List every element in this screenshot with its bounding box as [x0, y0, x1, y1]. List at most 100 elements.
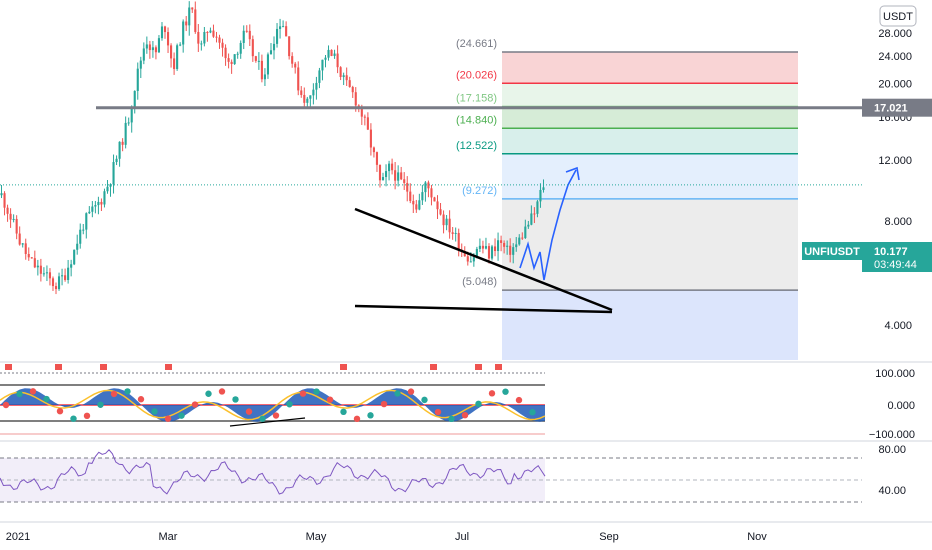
oscillator-pane[interactable]	[0, 364, 546, 435]
candle-body	[269, 50, 273, 55]
candle-body	[215, 36, 218, 38]
candle-body	[475, 248, 478, 258]
osc-signal-dot	[407, 388, 415, 395]
rsi-band	[0, 458, 545, 502]
time-axis-label: May	[306, 531, 327, 543]
candle-body	[6, 207, 9, 214]
candle-body	[197, 31, 200, 44]
candle-body	[463, 251, 466, 257]
candle-body	[254, 56, 257, 61]
candle-body	[163, 26, 167, 33]
candle-body	[521, 237, 524, 239]
osc-signal-dot	[178, 412, 185, 419]
candle-body	[109, 184, 112, 187]
candle-body	[512, 247, 515, 255]
candle-body	[48, 272, 52, 279]
candle-body	[533, 213, 536, 215]
upper-trendline[interactable]	[354, 207, 613, 312]
currency-badge[interactable]	[879, 5, 917, 27]
candle-body	[263, 74, 266, 80]
candle-body	[285, 26, 288, 37]
candle-body	[421, 192, 424, 201]
candle-body	[42, 273, 45, 275]
osc-signal-dot	[475, 400, 482, 408]
osc-signal-dot	[488, 390, 496, 397]
candle-body	[118, 141, 121, 159]
candle-body	[266, 54, 270, 75]
price-axis[interactable]: 4.0008.00012.00016.00020.00024.00028.000…	[869, 28, 915, 497]
fibonacci-level-label: (14.840)	[456, 114, 497, 126]
osc-signal-dot	[137, 396, 145, 403]
candle-body	[272, 43, 276, 51]
candle-body	[182, 21, 185, 45]
time-axis[interactable]: 2021 Mar May Jul Sep Nov	[6, 531, 768, 543]
candle-body	[500, 240, 503, 243]
candle-body	[166, 32, 170, 46]
lower-trendline[interactable]	[354, 304, 613, 314]
candle-body	[469, 261, 472, 263]
candle-body	[478, 245, 481, 249]
symbol-label: UNFIUSDT	[804, 246, 860, 258]
candlestick-series	[0, 1, 545, 295]
osc-signal-dot	[461, 411, 469, 419]
candle-body	[82, 229, 85, 231]
candle-body	[61, 275, 64, 277]
fibonacci-extension-zone	[502, 290, 798, 360]
candle-body	[203, 32, 206, 44]
candle-body	[79, 229, 82, 244]
candle-body	[236, 53, 239, 55]
candle-body	[518, 237, 521, 245]
candle-body	[490, 246, 494, 259]
candle-body	[209, 30, 212, 33]
time-axis-label: Sep	[599, 531, 619, 543]
fibonacci-zone	[502, 106, 798, 129]
projection-path[interactable]	[519, 169, 577, 281]
osc-tick-label: 100.000	[875, 368, 915, 380]
candle-body	[136, 68, 139, 91]
candle-body	[160, 26, 164, 39]
candle-body	[433, 197, 436, 202]
candle-body	[351, 87, 354, 93]
candle-body	[503, 242, 506, 247]
candle-body	[88, 211, 91, 214]
candle-body	[484, 246, 488, 249]
level-price-tag	[862, 98, 932, 117]
candle-body	[375, 152, 379, 165]
candle-body	[539, 189, 542, 202]
candle-body	[173, 58, 176, 69]
candle-body	[157, 38, 161, 53]
fibonacci-labels: (24.661) (20.026) (17.158) (14.840) (12.522)…	[456, 38, 497, 288]
osc-flag-marker	[430, 364, 437, 370]
fibonacci-level-label: (20.026)	[456, 69, 497, 81]
osc-signal-dot	[326, 396, 334, 403]
candle-body	[57, 276, 61, 290]
osc-signal-dot	[124, 388, 131, 395]
candle-body	[397, 172, 400, 181]
candle-body	[357, 105, 360, 107]
candle-body	[381, 177, 385, 181]
time-axis-label: Nov	[747, 531, 767, 543]
candle-body	[487, 246, 491, 259]
candle-body	[239, 42, 242, 54]
candle-body	[85, 213, 88, 230]
fibonacci-zone	[502, 153, 798, 199]
fibonacci-level-label: (5.048)	[462, 276, 497, 288]
candle-body	[275, 28, 279, 44]
osc-signal-dot	[259, 415, 266, 422]
candle-body	[279, 26, 282, 29]
rsi-tick-label: 80.00	[878, 444, 906, 456]
candle-body	[245, 30, 248, 32]
osc-signal-dot	[353, 415, 361, 423]
candle-body	[415, 204, 418, 210]
candle-body	[24, 243, 27, 254]
candle-body	[200, 43, 203, 45]
osc-signal-dot	[286, 401, 293, 408]
candle-body	[369, 129, 372, 148]
osc-signal-dot	[97, 401, 104, 408]
candle-body	[372, 147, 375, 153]
candle-body	[251, 39, 254, 57]
candle-body	[39, 265, 42, 274]
candle-body	[227, 58, 230, 62]
candle-body	[233, 54, 236, 65]
